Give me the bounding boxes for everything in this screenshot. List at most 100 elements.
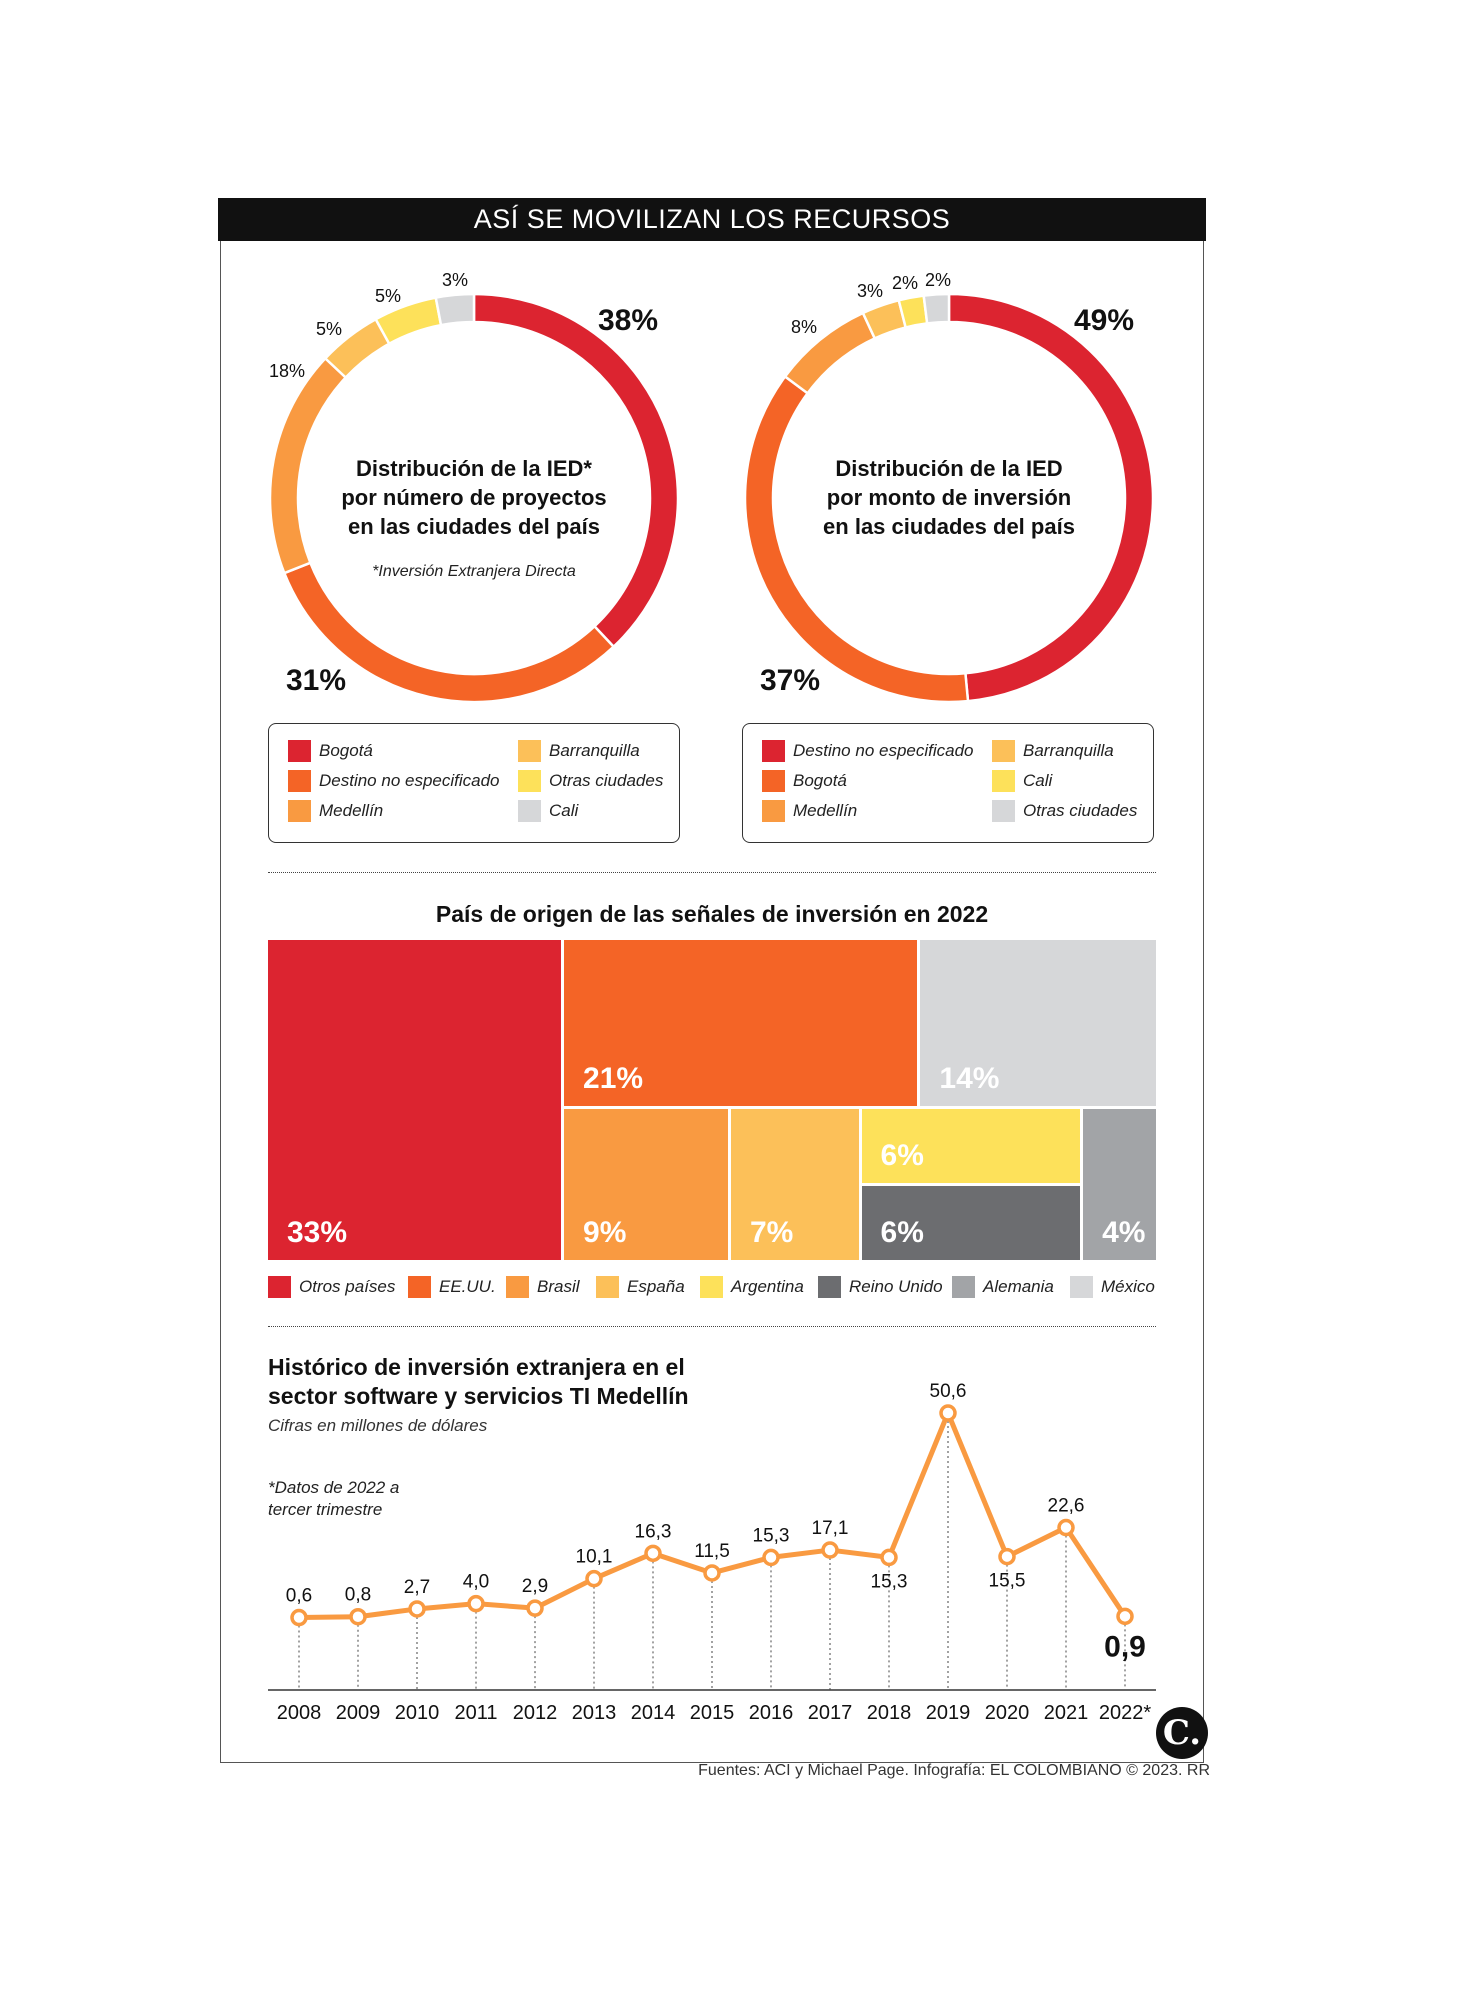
treemap-legend-label: Otros países: [299, 1277, 396, 1296]
amount-legend-label: Otras ciudades: [1023, 801, 1138, 820]
treemap-cell-2: [920, 940, 1156, 1106]
line-chart-title-1: Histórico de inversión extranjera en el: [268, 1354, 685, 1380]
amount-legend-swatch: [762, 740, 785, 762]
amount-legend-label: Medellín: [793, 801, 858, 820]
projects-legend-item: Otras ciudades: [518, 770, 663, 792]
legend-box-amount: [742, 723, 1154, 843]
line-chart-note-2: tercer trimestre: [268, 1500, 383, 1519]
projects-legend-item: Cali: [518, 800, 578, 822]
projects-legend-swatch: [288, 770, 311, 792]
donut-amount-center-title-2: en las ciudades del país: [823, 514, 1075, 539]
data-label-9: 17,1: [812, 1518, 849, 1539]
x-tick-label-6: 2014: [631, 1702, 676, 1724]
data-point-10: [880, 1548, 898, 1567]
x-tick-label-14: 2022*: [1099, 1702, 1151, 1724]
amount-legend-swatch: [762, 770, 785, 792]
x-tick-label-3: 2011: [454, 1702, 497, 1724]
donut-amount-slice-label-0: 49%: [1074, 304, 1134, 337]
data-point-9: [821, 1541, 839, 1559]
data-label-14: 0,9: [1104, 1630, 1146, 1663]
data-point-12: [998, 1547, 1016, 1566]
treemap-cell-label-6: 6%: [880, 1216, 924, 1249]
treemap-cell-label-7: 4%: [1102, 1216, 1146, 1249]
treemap-legend-label: EE.UU.: [439, 1277, 496, 1296]
data-label-3: 4,0: [463, 1572, 489, 1593]
header-title: ASÍ SE MOVILIZAN LOS RECURSOS: [218, 198, 1206, 241]
amount-legend-label: Cali: [1023, 771, 1053, 790]
treemap-cell-label-1: 21%: [583, 1061, 644, 1095]
x-tick-label-1: 2009: [336, 1702, 381, 1724]
projects-legend-item: Medellín: [288, 800, 383, 822]
donut-projects-slice-label-3: 5%: [316, 319, 342, 339]
treemap-legend-swatch: [506, 1276, 529, 1298]
projects-legend-label: Barranquilla: [549, 741, 640, 760]
line-chart-note-1: *Datos de 2022 a: [268, 1478, 400, 1497]
donut-amount-slice-label-1: 37%: [760, 664, 820, 697]
treemap-legend-label: Brasil: [537, 1277, 580, 1296]
x-tick-label-10: 2018: [867, 1702, 912, 1724]
treemap-legend-swatch: [952, 1276, 975, 1298]
projects-legend-label: Cali: [549, 801, 579, 820]
treemap-legend-item: EE.UU.: [408, 1276, 496, 1298]
treemap-legend-label: Reino Unido: [849, 1277, 943, 1296]
data-label-1: 0,8: [345, 1585, 371, 1606]
projects-legend-item: Bogotá: [288, 740, 373, 762]
donut-projects-slice-label-0: 38%: [598, 304, 658, 337]
treemap-legend-item: México: [1070, 1276, 1155, 1298]
x-tick-label-11: 2019: [926, 1702, 971, 1724]
treemap-cell-label-4: 7%: [749, 1216, 794, 1249]
data-label-10: 15,3: [871, 1571, 908, 1592]
donut-amount-slice-label-4: 2%: [892, 273, 918, 293]
amount-legend-item: Cali: [992, 770, 1052, 792]
treemap-legend-swatch: [818, 1276, 841, 1298]
donut-amount-slice-label-2: 8%: [791, 317, 817, 337]
amount-legend-label: Barranquilla: [1023, 741, 1114, 760]
data-point-4: [526, 1599, 544, 1617]
amount-legend-label: Bogotá: [793, 771, 847, 790]
treemap-legend-swatch: [268, 1276, 291, 1298]
source-credit: Fuentes: ACI y Michael Page. Infografía:…: [698, 1762, 1210, 1779]
treemap-cell-label-5: 6%: [880, 1138, 924, 1172]
data-label-4: 2,9: [522, 1576, 548, 1597]
donut-projects-center-title-0: Distribución de la IED*: [356, 456, 592, 481]
amount-legend-swatch: [992, 770, 1015, 792]
treemap-legend-swatch: [408, 1276, 431, 1298]
data-point-7: [703, 1564, 721, 1582]
projects-legend-swatch: [288, 800, 311, 822]
x-tick-label-2: 2010: [395, 1702, 440, 1724]
amount-legend-item: Barranquilla: [992, 740, 1114, 762]
projects-legend-swatch: [518, 800, 541, 822]
projects-legend-swatch: [288, 740, 311, 762]
data-point-14: [1116, 1607, 1134, 1626]
x-tick-label-8: 2016: [749, 1702, 794, 1724]
treemap-cell-label-2: 14%: [939, 1061, 1000, 1095]
projects-legend-label: Otras ciudades: [549, 771, 664, 790]
data-label-6: 16,3: [635, 1521, 672, 1542]
donut-amount-center-title-0: Distribución de la IED: [835, 456, 1062, 481]
x-tick-label-7: 2015: [690, 1702, 735, 1724]
line-chart-title-2: sector software y servicios TI Medellín: [268, 1383, 689, 1409]
data-label-13: 22,6: [1048, 1496, 1085, 1517]
treemap-cell-label-0: 33%: [287, 1216, 348, 1249]
donut-projects-center-title-2: en las ciudades del país: [348, 514, 600, 539]
donut-projects-slice-label-4: 5%: [375, 286, 401, 306]
amount-legend-swatch: [762, 800, 785, 822]
x-tick-label-5: 2013: [572, 1702, 617, 1724]
separator: [268, 1326, 1156, 1327]
amount-legend-label: Destino no especificado: [793, 741, 974, 760]
data-label-11: 50,6: [930, 1381, 967, 1402]
x-tick-label-12: 2020: [985, 1702, 1030, 1724]
line-chart-subtitle: Cifras en millones de dólares: [268, 1416, 488, 1435]
data-point-5: [585, 1569, 603, 1588]
treemap-title: País de origen de las señales de inversi…: [435, 901, 989, 927]
donut-projects-slice-label-1: 31%: [286, 664, 346, 697]
data-label-5: 10,1: [576, 1547, 613, 1568]
treemap-legend-item: Argentina: [700, 1276, 804, 1298]
donut-projects-center-title-1: por número de proyectos: [341, 485, 606, 510]
treemap-cell-1: [564, 940, 918, 1106]
projects-legend-label: Medellín: [319, 801, 384, 820]
data-point-0: [290, 1608, 308, 1627]
treemap-legend-label: Argentina: [731, 1277, 804, 1296]
projects-legend-swatch: [518, 740, 541, 762]
